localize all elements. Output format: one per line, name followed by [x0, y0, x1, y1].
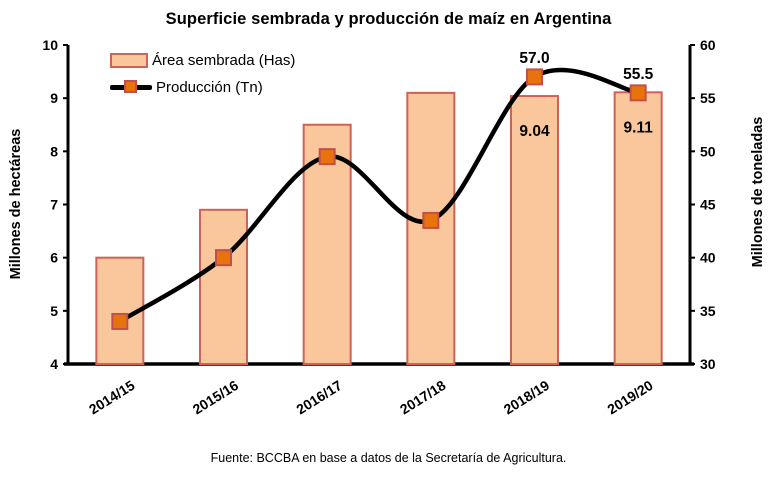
line-series-swatch	[110, 77, 152, 97]
marker-2015-16	[215, 249, 232, 267]
bar-2018-19	[510, 95, 559, 365]
left-tick-label: 4	[50, 356, 58, 372]
x-tick-label: 2019/20	[604, 377, 656, 417]
line-data-label: 55.5	[623, 66, 654, 83]
legend-item-production: Producción (Tn)	[110, 77, 295, 97]
marker-2017-18	[422, 211, 440, 229]
chart-title: Superficie sembrada y producción de maíz…	[165, 10, 612, 28]
left-axis-title: Millones de hectáreas	[8, 128, 24, 280]
marker-2019-20	[629, 84, 647, 102]
right-tick-label: 40	[700, 250, 716, 266]
bar-data-label: 9.04	[519, 123, 550, 140]
left-tick-label: 6	[50, 250, 58, 266]
x-tick-label: 2016/17	[293, 377, 345, 417]
right-tick-label: 55	[700, 90, 716, 106]
area-series-swatch	[110, 52, 148, 68]
bar-2015-16	[199, 208, 248, 365]
source-note: Fuente: BCCBA en base a datos de la Secr…	[210, 451, 567, 465]
left-tick-label: 8	[50, 143, 58, 159]
legend-line-marker-icon	[124, 80, 137, 93]
left-tick-label: 10	[42, 37, 58, 53]
x-tick-label: 2014/15	[86, 377, 138, 417]
legend-item-area: Área sembrada (Has)	[110, 50, 295, 70]
bar-2019-20	[613, 91, 663, 366]
left-tick-label: 5	[50, 303, 58, 319]
marker-2018-19	[526, 68, 543, 86]
x-tick-label: 2015/16	[190, 377, 242, 417]
legend-production-label: Producción (Tn)	[156, 78, 263, 96]
line-data-label: 57.0	[519, 50, 549, 67]
x-tick-label: 2017/18	[397, 377, 449, 417]
production-line	[117, 67, 641, 324]
legend-area-label: Área sembrada (Has)	[152, 51, 296, 69]
bar-data-label: 9.11	[624, 119, 654, 136]
x-tick-label: 2018/19	[501, 377, 553, 417]
right-tick-label: 60	[700, 37, 716, 53]
legend: Área sembrada (Has) Producción (Tn)	[110, 50, 295, 97]
marker-2016-17	[318, 148, 336, 166]
right-tick-label: 35	[700, 303, 716, 319]
marker-2014-15	[111, 312, 129, 330]
left-tick-label: 7	[50, 197, 58, 213]
right-tick-label: 50	[700, 143, 716, 159]
right-axis-title: Millones de toneladas	[750, 116, 766, 268]
left-tick-label: 9	[50, 90, 58, 106]
right-tick-label: 30	[700, 356, 716, 372]
right-tick-label: 45	[700, 197, 716, 213]
